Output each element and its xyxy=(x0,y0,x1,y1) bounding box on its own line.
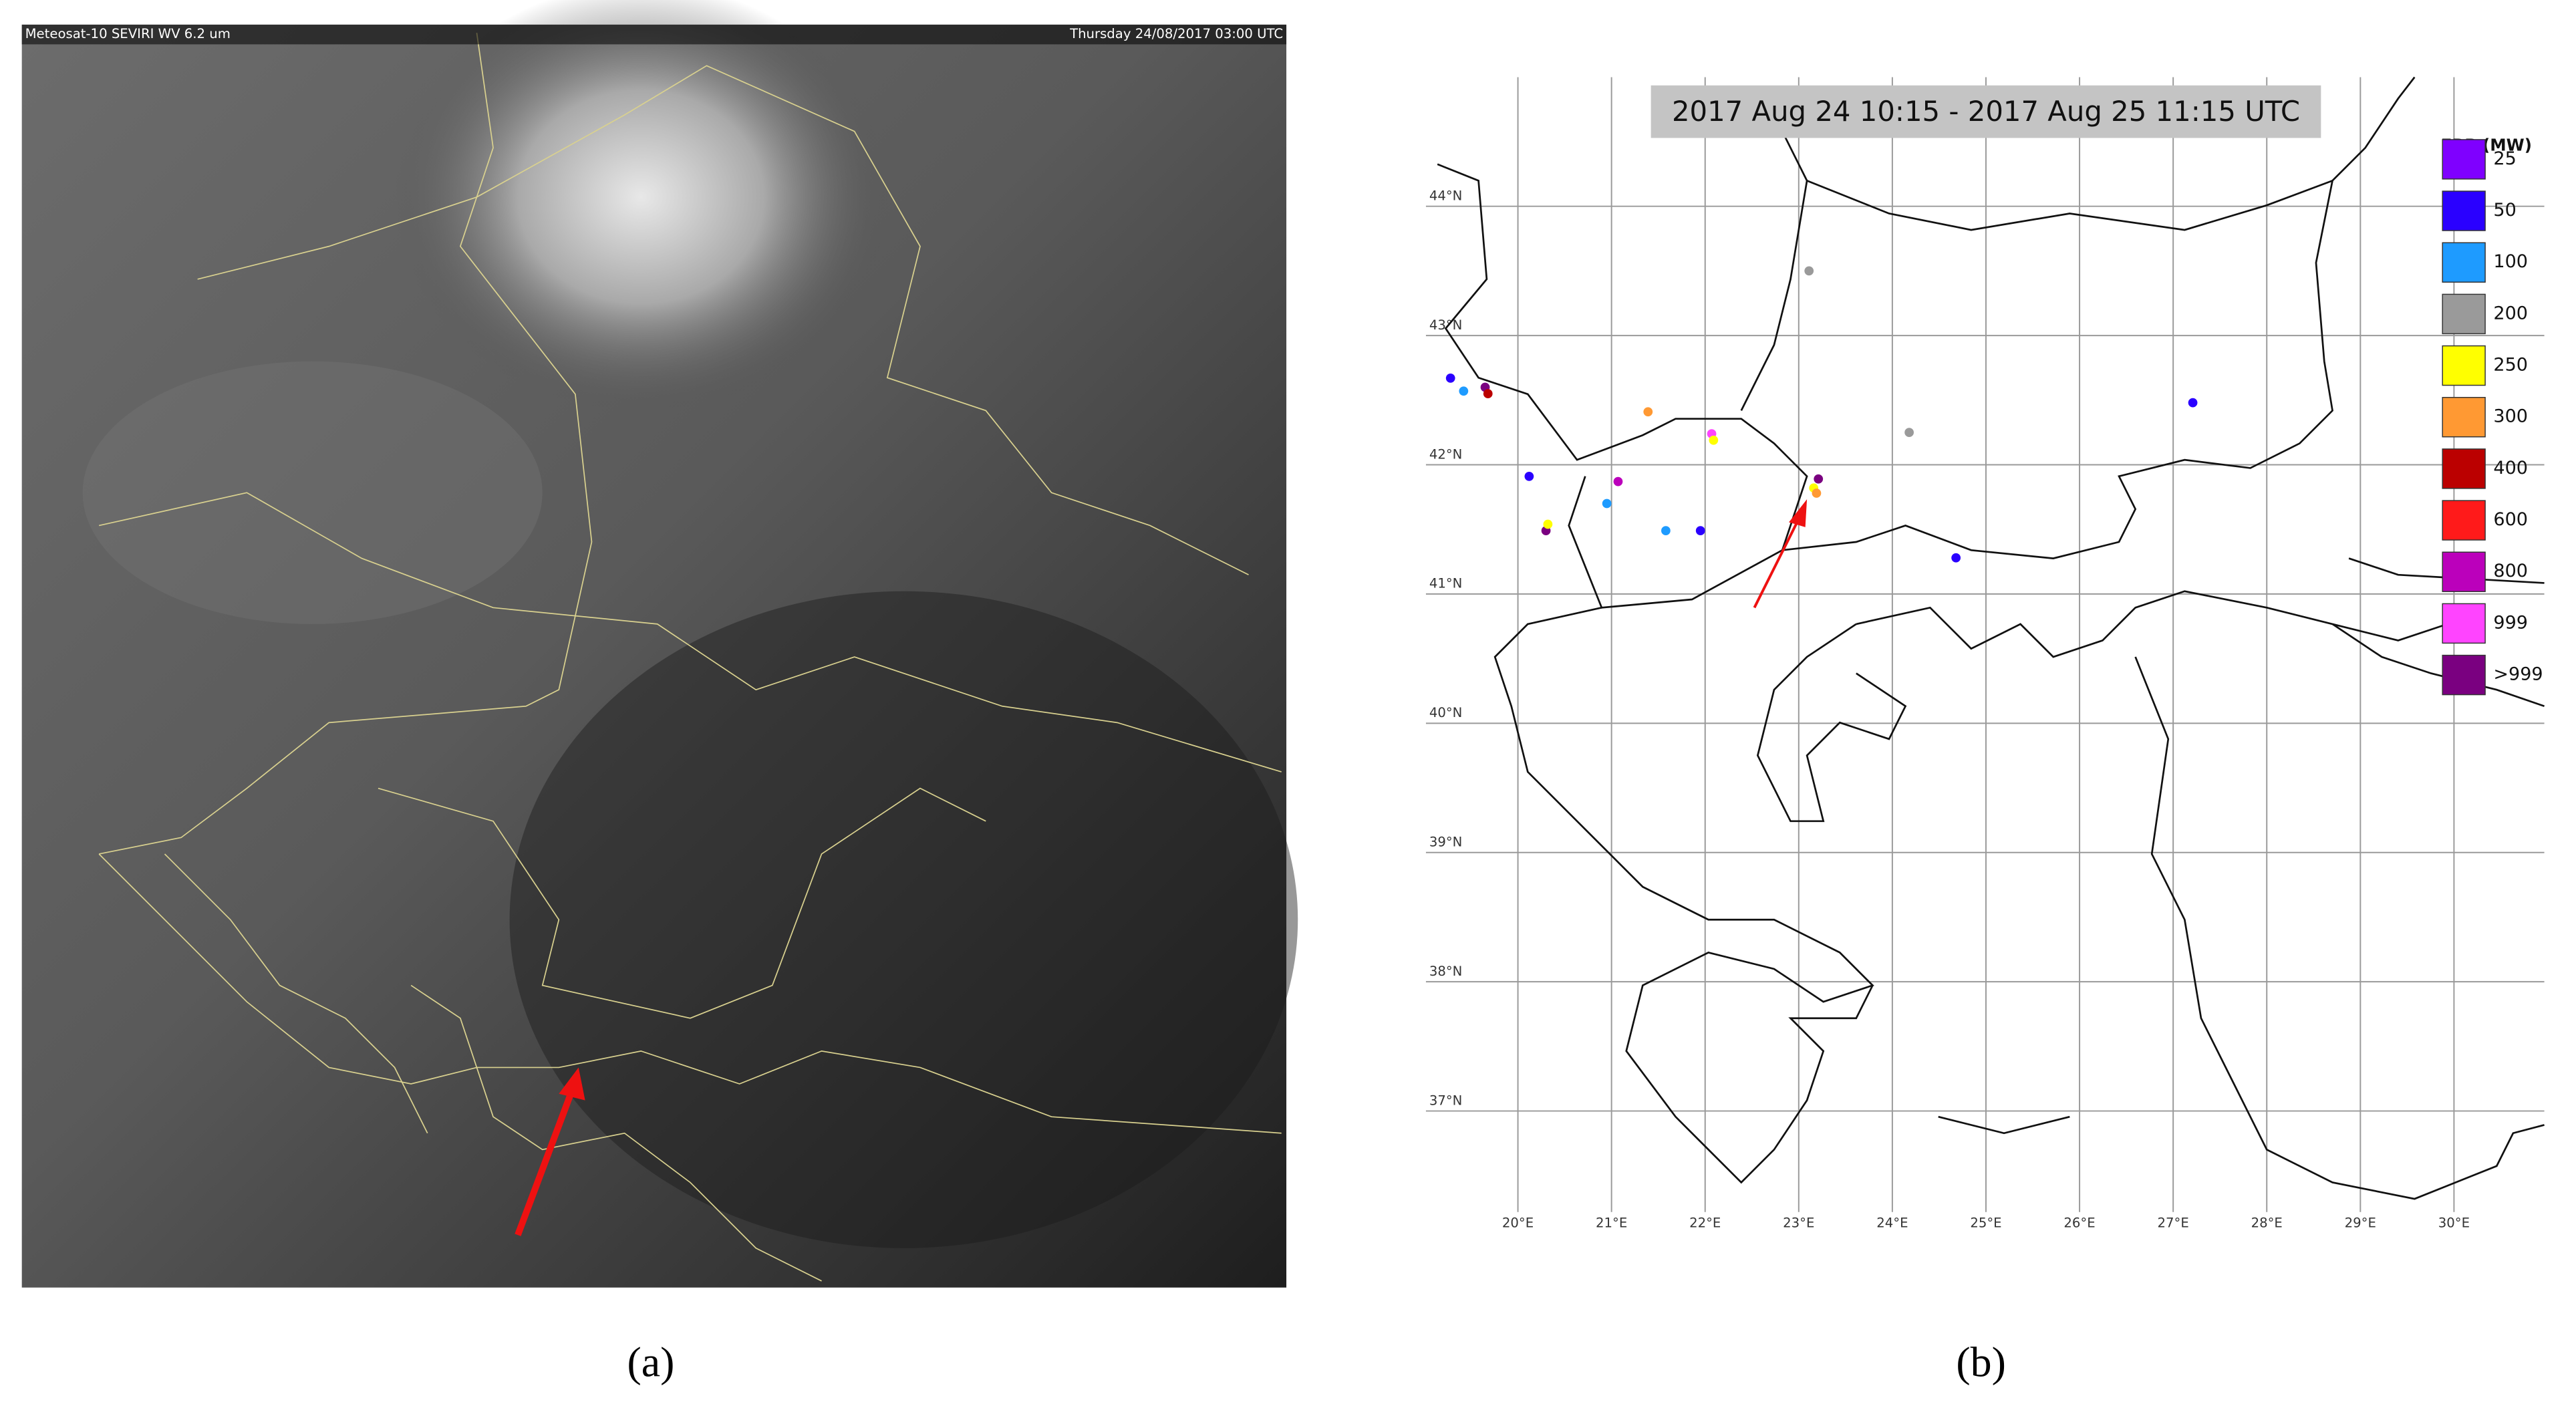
fire-point xyxy=(1709,435,1719,445)
fire-point xyxy=(1524,472,1534,481)
fire-point xyxy=(1459,386,1469,396)
arrow-head xyxy=(1789,499,1808,527)
lon-label: 23°E xyxy=(1783,1215,1814,1230)
legend-label: >999 xyxy=(2493,664,2543,685)
lat-label: 41°N xyxy=(1429,576,1463,591)
fire-points xyxy=(1445,266,2198,563)
map-area xyxy=(1425,77,2545,1232)
legend-swatch xyxy=(2442,190,2486,231)
sensor-label: Meteosat-10 SEVIRI WV 6.2 um xyxy=(25,26,231,41)
legend-swatch xyxy=(2442,603,2486,644)
lat-label: 37°N xyxy=(1429,1093,1463,1108)
legend-swatch xyxy=(2442,500,2486,541)
lat-label: 38°N xyxy=(1429,964,1463,979)
lon-label: 20°E xyxy=(1502,1215,1534,1230)
fire-point xyxy=(2188,398,2198,408)
legend-swatch xyxy=(2442,551,2486,592)
lon-label: 25°E xyxy=(1970,1215,2001,1230)
legend-label: 600 xyxy=(2493,509,2528,530)
lat-label: 39°N xyxy=(1429,834,1463,849)
moisture-band xyxy=(82,361,543,624)
fire-point xyxy=(1602,499,1612,509)
legend-swatch xyxy=(2442,242,2486,283)
arrow xyxy=(515,1089,575,1236)
legend-label: 100 xyxy=(2493,251,2528,272)
title-box xyxy=(1651,85,2321,138)
fire-point xyxy=(1951,553,1961,563)
lon-label: 29°E xyxy=(2345,1215,2376,1230)
fire-point xyxy=(1643,407,1653,417)
lat-label: 43°N xyxy=(1429,317,1463,333)
legend-swatch xyxy=(2442,448,2486,489)
legend-label: 300 xyxy=(2493,406,2528,427)
legend-label: 25 xyxy=(2493,148,2516,169)
graticule: 44°N 43°N 42°N 41°N 40°N 39°N 38°N 37°N 20°E 21°E… xyxy=(1425,77,2545,1230)
header-bar xyxy=(21,24,1287,45)
arrow-head xyxy=(559,1067,585,1101)
caption: (a) xyxy=(627,1338,674,1385)
legend-swatch xyxy=(2442,345,2486,386)
fire-point xyxy=(1904,428,1914,438)
lat-label: 40°N xyxy=(1429,705,1463,720)
lon-label: 30°E xyxy=(2438,1215,2470,1230)
caption: (b) xyxy=(1956,1338,2005,1385)
legend-swatch xyxy=(2442,139,2486,180)
lon-label: 21°E xyxy=(1596,1215,1627,1230)
legend-label: 999 xyxy=(2493,612,2528,633)
coastlines xyxy=(1437,76,2545,1200)
legend-swatch xyxy=(2442,654,2486,696)
satellite-panel: Meteosat-10 SEVIRI WV 6.2 um Thursday 24… xyxy=(21,0,1298,1385)
legend-label: 400 xyxy=(2493,458,2528,478)
legend-swatch xyxy=(2442,397,2486,438)
fire-point xyxy=(1812,488,1822,498)
borders xyxy=(98,33,1282,1282)
fire-point xyxy=(1661,526,1671,536)
legend-label: 250 xyxy=(2493,355,2528,376)
fire-point xyxy=(1804,266,1814,276)
fire-point xyxy=(1695,526,1705,536)
cloud-band xyxy=(394,0,887,411)
dry-region xyxy=(509,591,1298,1248)
lat-label: 44°N xyxy=(1429,188,1463,203)
lon-label: 27°E xyxy=(2158,1215,2189,1230)
lat-label: 42°N xyxy=(1429,446,1463,462)
fire-point xyxy=(1543,519,1553,529)
legend-label: 200 xyxy=(2493,303,2528,323)
fire-map-panel: 44°N 43°N 42°N 41°N 40°N 39°N 38°N 37°N 20°E 21°E… xyxy=(1425,76,2545,1385)
timestamp: Thursday 24/08/2017 03:00 UTC xyxy=(1069,26,1283,41)
fire-point xyxy=(1814,474,1824,484)
arrow xyxy=(1753,521,1799,609)
legend-swatch xyxy=(2442,293,2486,335)
lon-label: 26°E xyxy=(2063,1215,2095,1230)
fire-point xyxy=(1445,374,1455,383)
legend-label: 800 xyxy=(2493,561,2528,581)
map-title: 2017 Aug 24 10:15 - 2017 Aug 25 11:15 UT… xyxy=(1672,95,2300,128)
fire-point xyxy=(1483,389,1493,399)
lon-label: 24°E xyxy=(1876,1215,1908,1230)
fire-point xyxy=(1613,476,1623,486)
legend-label: 50 xyxy=(2493,200,2516,221)
lon-label: 28°E xyxy=(2251,1215,2283,1230)
lon-label: 22°E xyxy=(1689,1215,1721,1230)
legend: 25 50 100 200 250 300 400 600 800 999 >999 xyxy=(2442,139,2543,696)
